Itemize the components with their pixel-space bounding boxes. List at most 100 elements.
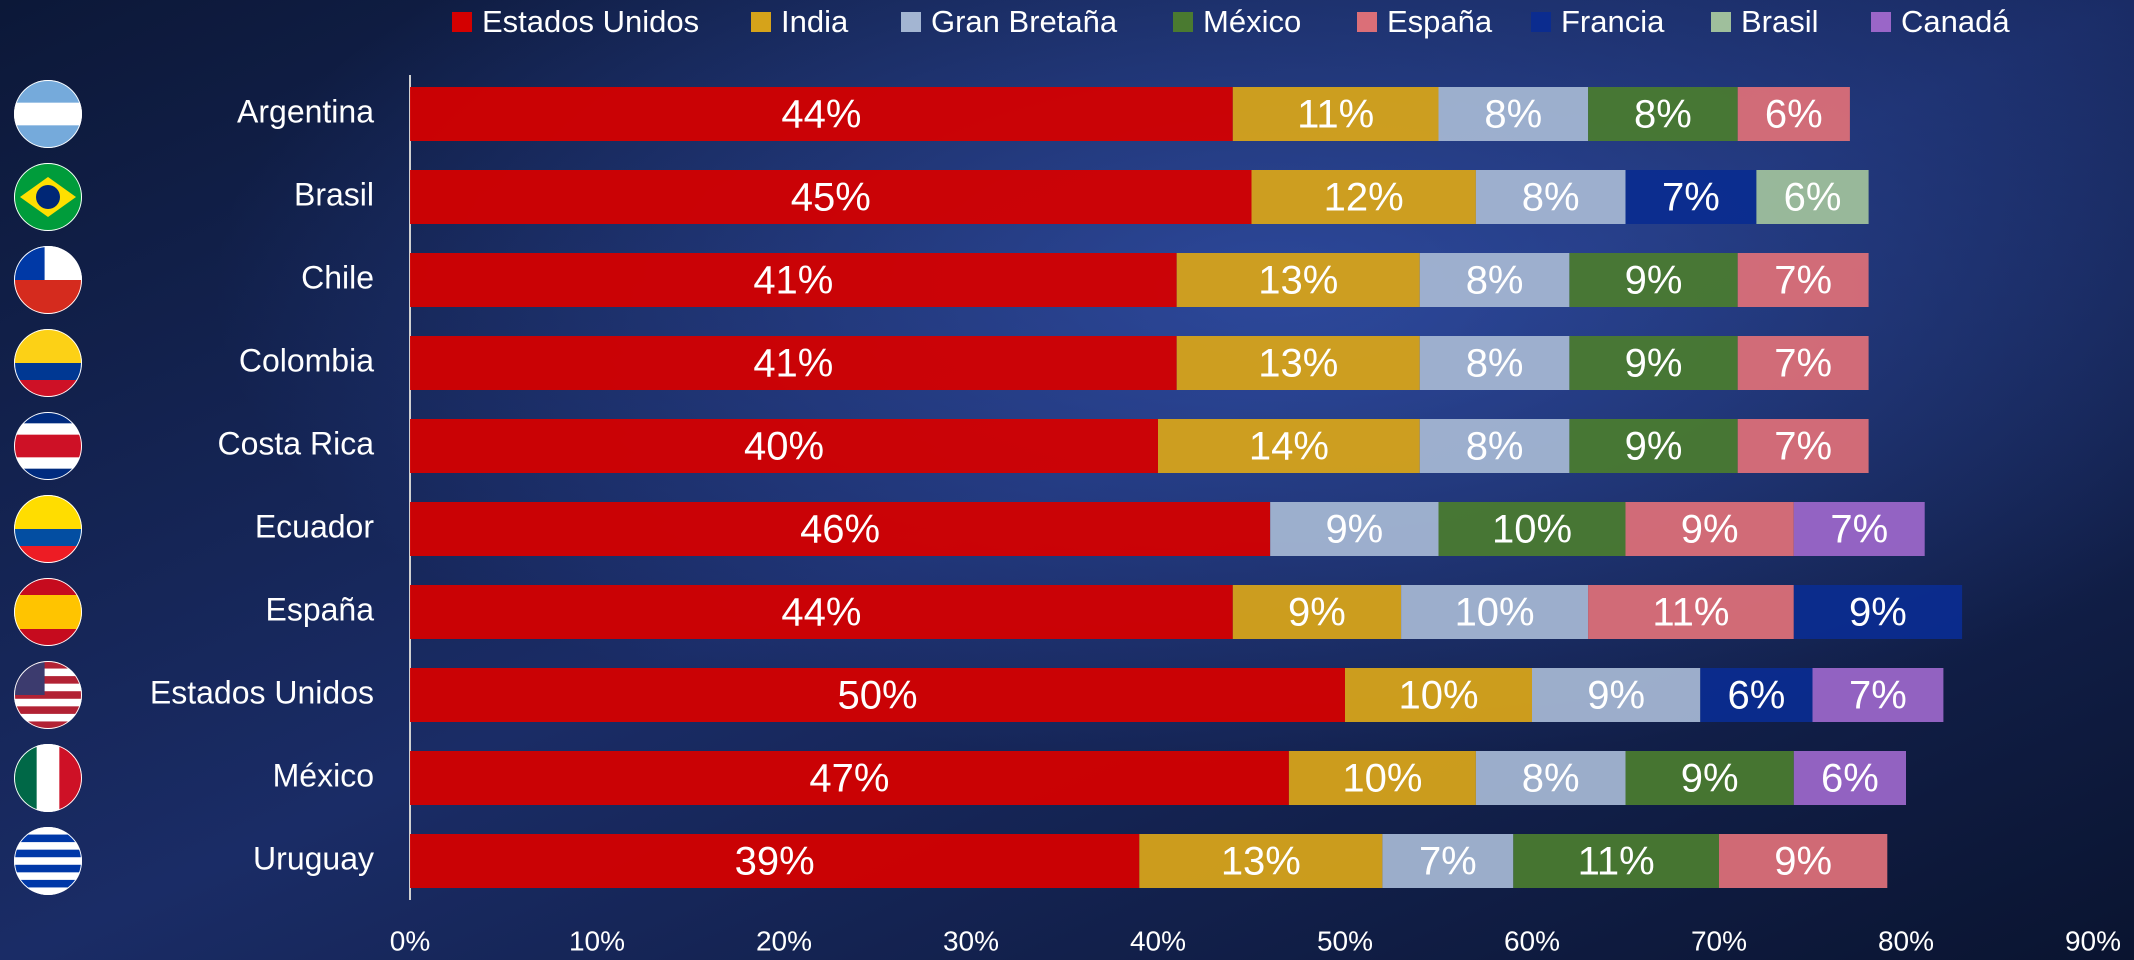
data-label: 9%: [1681, 757, 1739, 801]
data-label: 9%: [1681, 508, 1739, 552]
bar-segment: [1719, 834, 1888, 888]
bar-segment: [1700, 668, 1813, 722]
data-label: 6%: [1784, 176, 1842, 220]
bar-segment: [1419, 419, 1570, 473]
data-label: 44%: [781, 93, 861, 137]
data-label: 8%: [1484, 93, 1542, 137]
data-label: 9%: [1849, 591, 1907, 635]
x-tick-label: 30%: [943, 925, 999, 956]
bar-segment: [1737, 253, 1869, 307]
bar-segment: [1588, 87, 1738, 141]
flag-stripe: [14, 849, 82, 858]
flag: [14, 412, 82, 480]
category-label: Argentina: [237, 93, 374, 129]
bar-segment: [1513, 834, 1719, 888]
flag: [14, 578, 82, 646]
flag-stripe: [14, 827, 82, 836]
legend-swatch: [1531, 12, 1551, 32]
bar-segment: [410, 834, 1140, 888]
bar-segment: [1251, 170, 1476, 224]
data-label: 13%: [1221, 840, 1301, 884]
data-label: 11%: [1578, 840, 1655, 884]
flag-stripe: [14, 125, 82, 148]
bar-segment: [1139, 834, 1383, 888]
x-tick-label: 70%: [1691, 925, 1747, 956]
data-label: 7%: [1662, 176, 1720, 220]
legend-label: España: [1387, 4, 1493, 39]
data-label: 7%: [1774, 425, 1832, 469]
flag-stripe: [14, 412, 82, 424]
bar-segment: [410, 336, 1177, 390]
bar-segment: [1475, 170, 1626, 224]
bar-segment: [1232, 585, 1402, 639]
flag-stripe: [14, 691, 82, 700]
bar-segment: [410, 502, 1271, 556]
legend-swatch: [1871, 12, 1891, 32]
data-label: 10%: [1455, 591, 1535, 635]
legend-label: Brasil: [1741, 4, 1819, 39]
data-label: 11%: [1297, 93, 1374, 137]
data-label: 46%: [800, 508, 880, 552]
data-label: 40%: [744, 425, 824, 469]
x-tick-label: 60%: [1504, 925, 1560, 956]
flag-stripe: [14, 744, 38, 812]
data-label: 10%: [1492, 508, 1572, 552]
data-label: 7%: [1849, 674, 1907, 718]
bar-segment: [1625, 170, 1757, 224]
data-label: 6%: [1727, 674, 1785, 718]
flag: [14, 744, 82, 812]
data-label: 11%: [1652, 591, 1729, 635]
bar-segment: [1793, 585, 1963, 639]
data-label: 10%: [1398, 674, 1478, 718]
data-label: 47%: [809, 757, 889, 801]
bar-segment: [1176, 253, 1420, 307]
data-label: 39%: [735, 840, 815, 884]
category-label: España: [265, 591, 374, 627]
data-label: 7%: [1419, 840, 1477, 884]
bar-segment: [1401, 585, 1589, 639]
bar-segment: [1737, 336, 1869, 390]
data-label: 9%: [1625, 425, 1683, 469]
data-label: 7%: [1830, 508, 1888, 552]
bar-segment: [1288, 751, 1476, 805]
flag-stripe: [14, 668, 82, 677]
data-label: 9%: [1774, 840, 1832, 884]
legend-label: Francia: [1561, 4, 1665, 39]
bar-segment: [410, 419, 1158, 473]
bar-segment: [1569, 253, 1738, 307]
legend-label: Canadá: [1901, 4, 2010, 39]
bar-segment: [1737, 87, 1850, 141]
legend-label: México: [1203, 4, 1301, 39]
flag-stripe: [14, 595, 82, 613]
flag-stripe: [14, 842, 82, 851]
flag-stripe: [36, 744, 60, 812]
flag-stripe: [14, 529, 82, 547]
flag: [14, 661, 82, 729]
data-label: 41%: [753, 259, 833, 303]
bar-segment: [1793, 502, 1925, 556]
bar-segment: [410, 668, 1345, 722]
flag-stripe: [14, 468, 82, 480]
flag-stripe: [14, 721, 82, 729]
flag-disc: [36, 185, 60, 209]
flag: [14, 329, 82, 397]
category-label: Ecuador: [255, 508, 375, 544]
flag-stripe: [14, 834, 82, 843]
bar-segment: [1588, 585, 1794, 639]
flag: [14, 80, 82, 148]
data-label: 7%: [1774, 259, 1832, 303]
flag-stripe: [14, 864, 82, 873]
bar-segment: [1475, 751, 1626, 805]
category-label: México: [273, 757, 374, 793]
data-label: 8%: [1522, 757, 1580, 801]
data-label: 8%: [1634, 93, 1692, 137]
bar-segment: [1158, 419, 1420, 473]
bar-segment: [1625, 502, 1794, 556]
bar-segment: [1438, 502, 1626, 556]
bar-segment: [410, 87, 1233, 141]
data-label: 8%: [1466, 425, 1524, 469]
bar-segment: [1176, 336, 1420, 390]
flag: [14, 246, 82, 314]
